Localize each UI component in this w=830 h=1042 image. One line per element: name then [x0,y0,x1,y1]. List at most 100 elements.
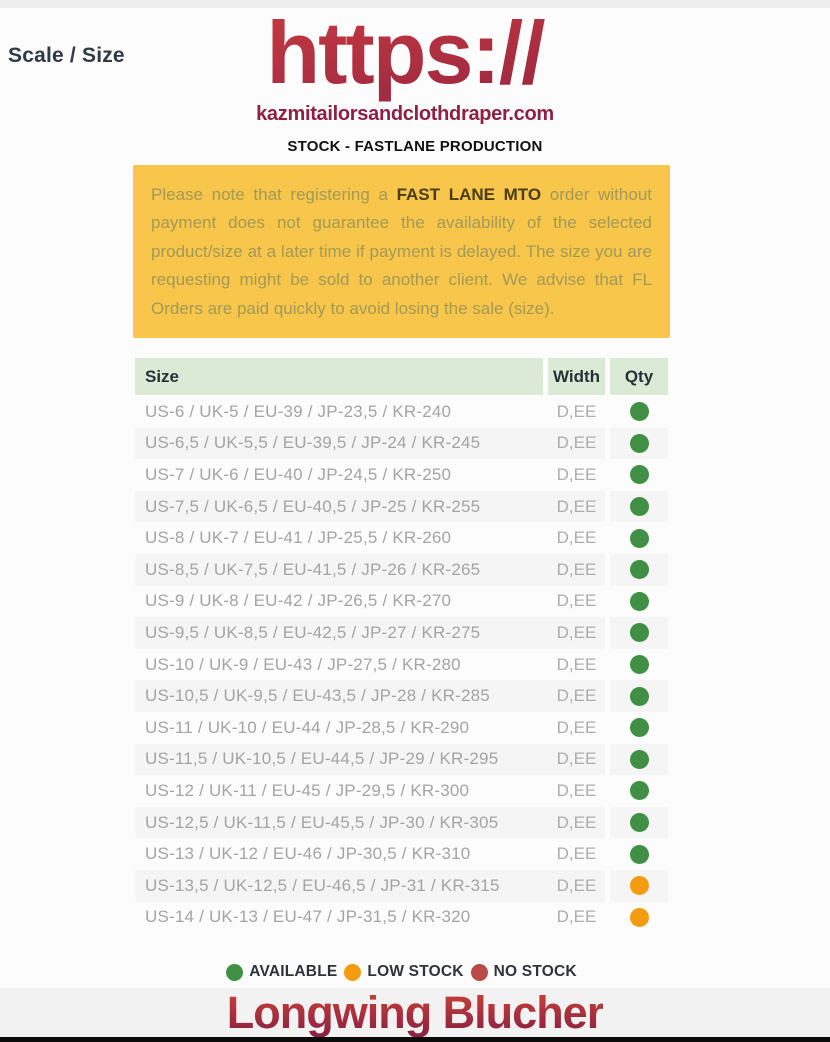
legend-status-dot [470,963,488,981]
table-row[interactable]: US-9,5 / UK-8,5 / EU-42,5 / JP-27 / KR-2… [135,617,668,649]
bottom-bar [0,1037,830,1042]
table-row[interactable]: US-8 / UK-7 / EU-41 / JP-25,5 / KR-260 D… [135,522,668,554]
stock-status-dot [629,623,649,643]
size-table-header: Size Width Qty [135,358,668,395]
row-left-region: US-9,5 / UK-8,5 / EU-42,5 / JP-27 / KR-2… [135,617,605,649]
table-row[interactable]: US-6 / UK-5 / EU-39 / JP-23,5 / KR-240 D… [135,396,668,428]
table-row[interactable]: US-13,5 / UK-12,5 / EU-46,5 / JP-31 / KR… [135,869,668,902]
size-cell: US-11,5 / UK-10,5 / EU-44,5 / JP-29 / KR… [145,749,499,769]
size-cell: US-6,5 / UK-5,5 / EU-39,5 / JP-24 / KR-2… [145,433,481,453]
table-row[interactable]: US-11 / UK-10 / EU-44 / JP-28,5 / KR-290… [135,712,668,744]
row-qty-region [610,490,668,523]
width-cell: D,EE [556,749,597,769]
size-cell: US-7,5 / UK-6,5 / EU-40,5 / JP-25 / KR-2… [145,496,481,516]
size-table: Size Width Qty US-6 / UK-5 / EU-39 / JP-… [135,358,668,933]
table-row[interactable]: US-8,5 / UK-7,5 / EU-41,5 / JP-26 / KR-2… [135,553,668,586]
row-left-region: US-8,5 / UK-7,5 / EU-41,5 / JP-26 / KR-2… [135,553,605,586]
stock-status-dot [629,402,649,422]
size-cell: US-10 / UK-9 / EU-43 / JP-27,5 / KR-280 [145,654,461,674]
row-qty-region [610,586,668,618]
width-cell: D,EE [556,907,597,927]
row-left-region: US-8 / UK-7 / EU-41 / JP-25,5 / KR-260 D… [135,522,605,554]
width-cell: D,EE [556,528,597,548]
size-cell: US-10,5 / UK-9,5 / EU-43,5 / JP-28 / KR-… [145,686,490,706]
table-row[interactable]: US-11,5 / UK-10,5 / EU-44,5 / JP-29 / KR… [135,743,668,776]
table-row[interactable]: US-7 / UK-6 / EU-40 / JP-24,5 / KR-250 D… [135,459,668,491]
width-cell: D,EE [556,591,597,611]
size-table-body: US-6 / UK-5 / EU-39 / JP-23,5 / KR-240 D… [135,396,668,933]
stock-status-dot [629,718,649,738]
stock-status-dot [629,876,649,896]
width-cell: D,EE [556,464,597,484]
stock-status-dot [629,528,649,548]
table-row[interactable]: US-13 / UK-12 / EU-46 / JP-30,5 / KR-310… [135,838,668,870]
row-left-region: US-11 / UK-10 / EU-44 / JP-28,5 / KR-290… [135,712,605,744]
row-qty-region [610,459,668,491]
stock-status-dot [629,497,649,517]
row-left-region: US-11,5 / UK-10,5 / EU-44,5 / JP-29 / KR… [135,743,605,776]
row-left-region: US-7 / UK-6 / EU-40 / JP-24,5 / KR-250 D… [135,459,605,491]
section-title: STOCK - FASTLANE PRODUCTION [287,138,543,155]
table-row[interactable]: US-9 / UK-8 / EU-42 / JP-26,5 / KR-270 D… [135,586,668,618]
stock-status-dot [629,465,649,485]
width-cell: D,EE [556,780,597,800]
top-strip [0,0,830,8]
legend-status-dot [226,963,244,981]
size-cell: US-11 / UK-10 / EU-44 / JP-28,5 / KR-290 [145,717,470,737]
stock-status-dot [629,655,649,675]
legend-label: AVAILABLE [249,963,338,980]
row-left-region: US-6,5 / UK-5,5 / EU-39,5 / JP-24 / KR-2… [135,427,605,460]
column-header-size: Size [135,358,543,395]
stock-legend: AVAILABLE LOW STOCK NO STOCK [135,961,668,983]
row-left-region: US-12 / UK-11 / EU-45 / JP-29,5 / KR-300… [135,775,605,807]
row-qty-region [610,680,668,712]
table-row[interactable]: US-14 / UK-13 / EU-47 / JP-31,5 / KR-320… [135,902,668,934]
width-cell: D,EE [556,401,597,421]
size-cell: US-14 / UK-13 / EU-47 / JP-31,5 / KR-320 [145,907,471,927]
row-qty-region [610,902,668,934]
legend-status-dot [344,963,362,981]
legend-item: NO STOCK [470,963,577,981]
stock-status-dot [629,591,649,611]
page-title: Scale / Size [8,44,125,67]
row-left-region: US-9 / UK-8 / EU-42 / JP-26,5 / KR-270 D… [135,586,605,618]
column-header-qty: Qty [610,358,668,395]
table-row[interactable]: US-7,5 / UK-6,5 / EU-40,5 / JP-25 / KR-2… [135,490,668,523]
table-row[interactable]: US-12,5 / UK-11,5 / EU-45,5 / JP-30 / KR… [135,806,668,839]
row-qty-region [610,396,668,428]
product-title-band: Longwing Blucher [0,988,830,1037]
size-cell: US-8 / UK-7 / EU-41 / JP-25,5 / KR-260 [145,528,452,548]
row-qty-region [610,427,668,460]
width-cell: D,EE [556,622,597,642]
row-qty-region [610,775,668,807]
row-qty-region [610,649,668,681]
notice-bold-text: FAST LANE MTO [396,185,542,204]
row-qty-region [610,712,668,744]
product-title: Longwing Blucher [226,987,604,1038]
table-row[interactable]: US-12 / UK-11 / EU-45 / JP-29,5 / KR-300… [135,775,668,807]
stock-status-dot [629,560,649,580]
notice-text-before: Please note that registering a [151,185,397,204]
stock-status-dot [629,749,649,769]
legend-label: LOW STOCK [367,963,464,980]
size-cell: US-6 / UK-5 / EU-39 / JP-23,5 / KR-240 [145,401,452,421]
row-qty-region [610,553,668,586]
brand-logo: https:// [0,0,810,105]
row-left-region: US-12,5 / UK-11,5 / EU-45,5 / JP-30 / KR… [135,806,605,839]
row-left-region: US-6 / UK-5 / EU-39 / JP-23,5 / KR-240 D… [135,396,605,428]
width-cell: D,EE [556,686,597,706]
table-row[interactable]: US-6,5 / UK-5,5 / EU-39,5 / JP-24 / KR-2… [135,427,668,460]
width-cell: D,EE [556,812,597,832]
width-cell: D,EE [556,496,597,516]
size-cell: US-13 / UK-12 / EU-46 / JP-30,5 / KR-310 [145,844,471,864]
fastlane-notice: Please note that registering a FAST LANE… [133,165,670,338]
table-row[interactable]: US-10 / UK-9 / EU-43 / JP-27,5 / KR-280 … [135,649,668,681]
legend-item: LOW STOCK [344,963,463,981]
brand-domain: kazmitailorsandclothdraper.com [256,103,554,125]
row-left-region: US-13,5 / UK-12,5 / EU-46,5 / JP-31 / KR… [135,869,605,902]
table-row[interactable]: US-10,5 / UK-9,5 / EU-43,5 / JP-28 / KR-… [135,680,668,712]
row-left-region: US-10 / UK-9 / EU-43 / JP-27,5 / KR-280 … [135,649,605,681]
size-cell: US-13,5 / UK-12,5 / EU-46,5 / JP-31 / KR… [145,875,500,895]
column-header-width: Width [548,358,605,395]
row-qty-region [610,743,668,776]
